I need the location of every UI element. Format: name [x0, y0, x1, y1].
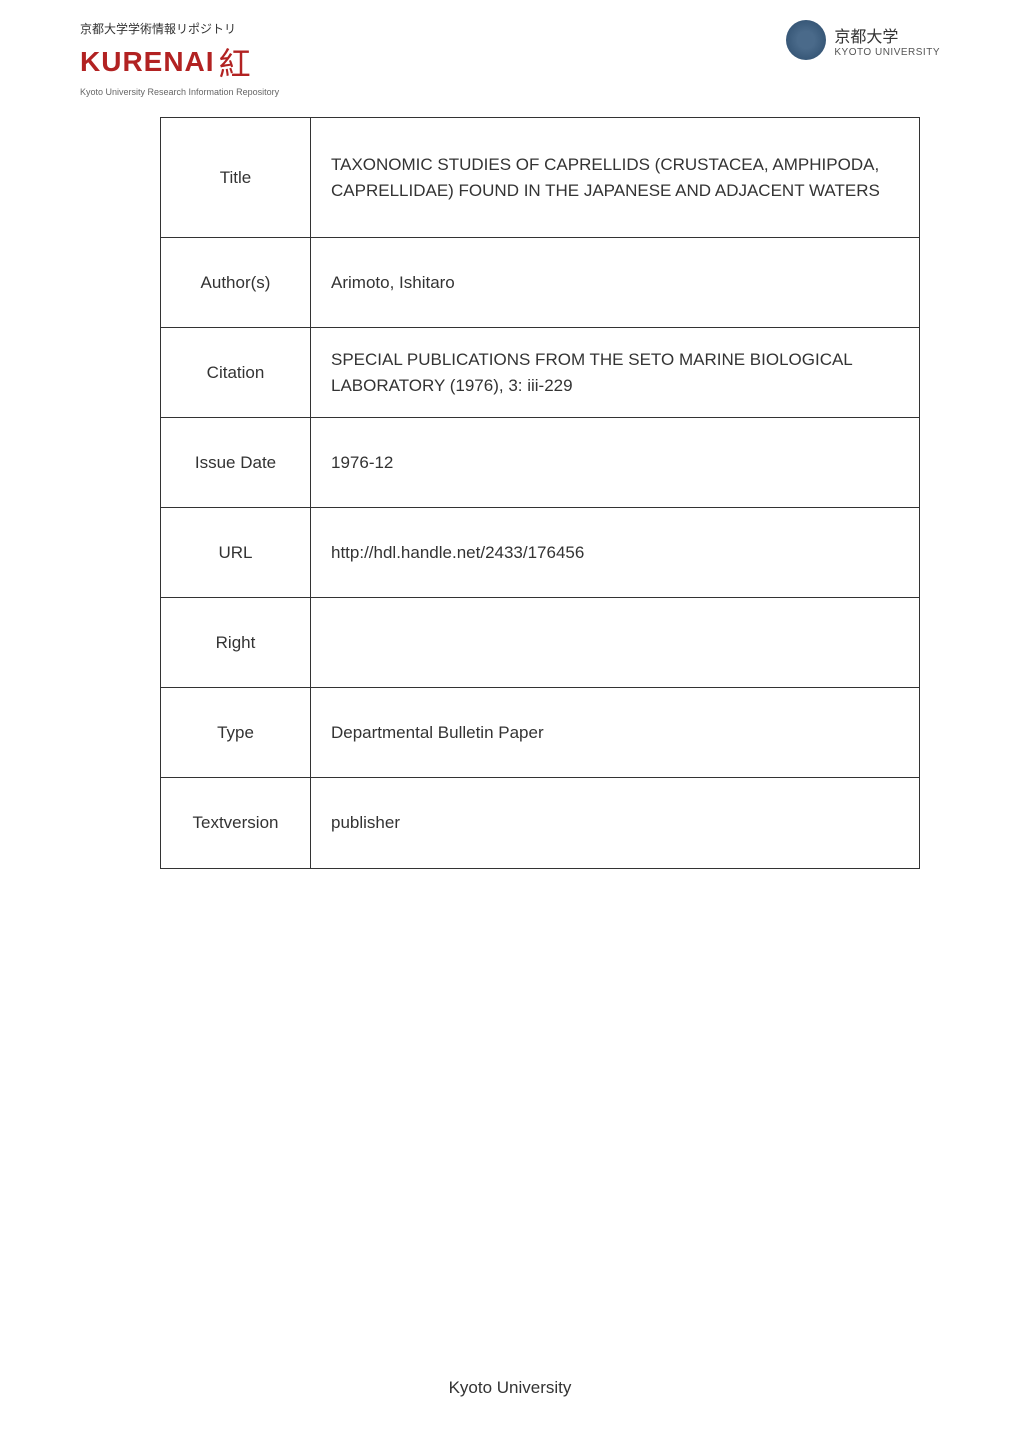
logo-main: KURENAI 紅 — [80, 39, 279, 85]
row-value-author: Arimoto, Ishitaro — [311, 238, 919, 327]
metadata-table: Title TAXONOMIC STUDIES OF CAPRELLIDS (C… — [160, 117, 920, 869]
table-row: URL http://hdl.handle.net/2433/176456 — [161, 508, 919, 598]
row-value-title: TAXONOMIC STUDIES OF CAPRELLIDS (CRUSTAC… — [311, 118, 919, 237]
row-value-type: Departmental Bulletin Paper — [311, 688, 919, 777]
table-row: Right — [161, 598, 919, 688]
row-value-url: http://hdl.handle.net/2433/176456 — [311, 508, 919, 597]
row-label-author: Author(s) — [161, 238, 311, 327]
university-text: 京都大学 KYOTO UNIVERSITY — [834, 23, 940, 58]
repository-header: 京都大学学術情報リポジトリ KURENAI 紅 Kyoto University… — [0, 0, 1020, 107]
kurenai-text: KURENAI — [80, 46, 215, 78]
university-logo: 京都大学 KYOTO UNIVERSITY — [786, 20, 940, 60]
university-seal-icon — [786, 20, 826, 60]
row-label-citation: Citation — [161, 328, 311, 417]
row-value-textversion: publisher — [311, 778, 919, 868]
table-row: Textversion publisher — [161, 778, 919, 868]
footer-text: Kyoto University — [0, 1378, 1020, 1398]
logo-subtitle-en: Kyoto University Research Information Re… — [80, 87, 279, 97]
row-label-url: URL — [161, 508, 311, 597]
row-value-issuedate: 1976-12 — [311, 418, 919, 507]
kurenai-kanji: 紅 — [219, 39, 251, 85]
row-value-citation: SPECIAL PUBLICATIONS FROM THE SETO MARIN… — [311, 328, 919, 417]
kurenai-logo: 京都大学学術情報リポジトリ KURENAI 紅 Kyoto University… — [80, 20, 279, 97]
table-row: Author(s) Arimoto, Ishitaro — [161, 238, 919, 328]
row-value-right — [311, 598, 919, 687]
row-label-right: Right — [161, 598, 311, 687]
table-row: Title TAXONOMIC STUDIES OF CAPRELLIDS (C… — [161, 118, 919, 238]
table-row: Issue Date 1976-12 — [161, 418, 919, 508]
row-label-title: Title — [161, 118, 311, 237]
table-row: Type Departmental Bulletin Paper — [161, 688, 919, 778]
row-label-type: Type — [161, 688, 311, 777]
table-row: Citation SPECIAL PUBLICATIONS FROM THE S… — [161, 328, 919, 418]
row-label-issuedate: Issue Date — [161, 418, 311, 507]
university-name-jp: 京都大学 — [834, 23, 940, 47]
university-name-en: KYOTO UNIVERSITY — [834, 47, 940, 58]
logo-subtitle-jp: 京都大学学術情報リポジトリ — [80, 20, 279, 37]
row-label-textversion: Textversion — [161, 778, 311, 868]
